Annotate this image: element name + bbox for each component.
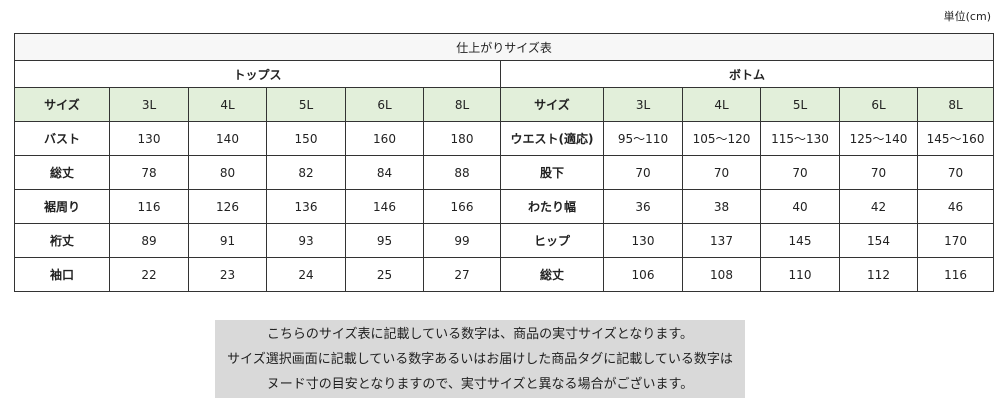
table-row: トップス ボトム [14, 60, 995, 88]
cell: 91 [188, 223, 267, 258]
cell: 106 [603, 257, 683, 292]
cell: 70 [760, 155, 840, 190]
size-header: 4L [188, 87, 267, 122]
table-row: 裄丈 89 91 93 95 99 ヒップ 130 137 145 154 170 [14, 223, 995, 258]
size-header: サイズ [500, 87, 604, 122]
cell: 95～110 [603, 121, 683, 156]
cell: 23 [188, 257, 267, 292]
cell: 105～120 [682, 121, 761, 156]
table-row: 仕上がりサイズ表 [13, 33, 995, 61]
cell: 112 [839, 257, 918, 292]
row-label: 総丈 [500, 257, 604, 292]
cell: 70 [916, 155, 995, 190]
cell: 42 [839, 189, 918, 224]
cell: 166 [423, 189, 501, 224]
size-header: 6L [345, 87, 424, 122]
note-line: ヌード寸の目安となりますので、実寸サイズと異なる場合がございます。 [266, 377, 694, 392]
cell: 108 [682, 257, 761, 292]
cell: 126 [188, 189, 267, 224]
table-row: 総丈 78 80 82 84 88 股下 70 70 70 70 70 [14, 155, 995, 190]
row-label: ヒップ [500, 223, 604, 258]
cell: 80 [188, 155, 267, 190]
cell: 38 [682, 189, 761, 224]
cell: 137 [682, 223, 761, 258]
row-label: バスト [14, 121, 110, 156]
size-header: 5L [760, 87, 840, 122]
group-header: ボトム [499, 60, 995, 88]
cell: 130 [109, 121, 189, 156]
cell: 82 [266, 155, 346, 190]
table-title: 仕上がりサイズ表 [13, 33, 995, 61]
cell: 145～160 [916, 121, 995, 156]
cell: 24 [266, 257, 346, 292]
cell: 154 [839, 223, 918, 258]
cell: 115～130 [760, 121, 840, 156]
cell: 99 [423, 223, 501, 258]
row-label: 裄丈 [14, 223, 110, 258]
unit-label: 単位(cm) [943, 10, 991, 23]
cell: 116 [109, 189, 189, 224]
row-label: 股下 [500, 155, 604, 190]
cell: 125～140 [839, 121, 918, 156]
cell: 27 [423, 257, 501, 292]
cell: 130 [603, 223, 683, 258]
cell: 150 [266, 121, 346, 156]
size-header: サイズ [14, 87, 110, 122]
cell: 160 [345, 121, 424, 156]
cell: 25 [345, 257, 424, 292]
cell: 70 [682, 155, 761, 190]
cell: 93 [266, 223, 346, 258]
cell: 136 [266, 189, 346, 224]
cell: 46 [916, 189, 995, 224]
cell: 180 [423, 121, 501, 156]
cell: 145 [760, 223, 840, 258]
size-header: 4L [682, 87, 761, 122]
note-line: こちらのサイズ表に記載している数字は、商品の実寸サイズとなります。 [266, 327, 694, 342]
cell: 70 [839, 155, 918, 190]
cell: 22 [109, 257, 189, 292]
cell: 170 [916, 223, 995, 258]
cell: 84 [345, 155, 424, 190]
row-label: わたり幅 [500, 189, 604, 224]
row-label: ウエスト(適応) [500, 121, 604, 156]
size-header: 3L [109, 87, 189, 122]
row-label: 袖口 [14, 257, 110, 292]
table-row: 裾周り 116 126 136 146 166 わたり幅 36 38 40 42 46 [14, 189, 995, 224]
size-header: 8L [916, 87, 995, 122]
cell: 36 [603, 189, 683, 224]
size-header: 5L [266, 87, 346, 122]
cell: 88 [423, 155, 501, 190]
row-label: 総丈 [14, 155, 110, 190]
cell: 146 [345, 189, 424, 224]
cell: 95 [345, 223, 424, 258]
cell: 140 [188, 121, 267, 156]
row-label: 裾周り [14, 189, 110, 224]
table-row: 袖口 22 23 24 25 27 総丈 106 108 110 112 116 [14, 257, 995, 292]
note: こちらのサイズ表に記載している数字は、商品の実寸サイズとなります。サイズ選択画面… [215, 320, 745, 398]
table-row: サイズ 3L 4L 5L 6L 8L サイズ 3L 4L 5L 6L 8L [14, 87, 995, 122]
size-table: 仕上がりサイズ表 トップス ボトム サイズ 3L 4L 5L 6L 8L サイズ 3L 4L 5L 6L 8… [13, 33, 995, 292]
table-row: バスト 130 140 150 160 180 ウエスト(適応) 95～110 105～120 1… [14, 121, 995, 156]
cell: 70 [603, 155, 683, 190]
cell: 40 [760, 189, 840, 224]
size-header: 6L [839, 87, 918, 122]
cell: 89 [109, 223, 189, 258]
group-header: トップス [14, 60, 501, 88]
note-line: サイズ選択画面に記載している数字あるいはお届けした商品タグに記載している数字は [227, 352, 733, 367]
cell: 116 [916, 257, 995, 292]
cell: 110 [760, 257, 840, 292]
cell: 78 [109, 155, 189, 190]
size-header: 3L [603, 87, 683, 122]
size-header: 8L [423, 87, 501, 122]
